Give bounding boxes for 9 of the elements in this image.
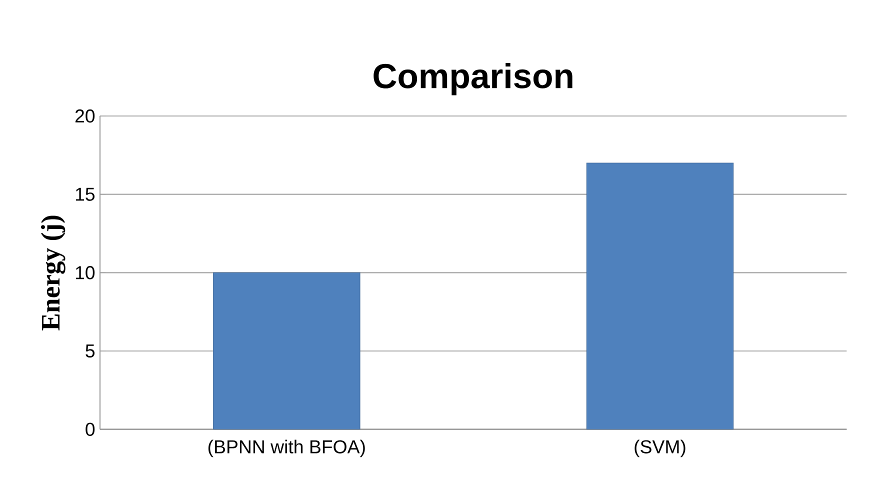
y-tick-label: 5 bbox=[86, 344, 95, 358]
chart-title: Comparison bbox=[374, 62, 572, 96]
y-tick-label: 0 bbox=[86, 422, 95, 436]
y-tick-label: 15 bbox=[76, 188, 95, 201]
y-axis-title: Energy (j) bbox=[40, 216, 66, 330]
x-tick-label: (BPNN with BFOA) bbox=[208, 440, 365, 457]
x-tick-label: (SVM) bbox=[634, 440, 686, 457]
y-tick-label: 20 bbox=[75, 109, 95, 122]
y-tick-label: 10 bbox=[76, 266, 95, 280]
